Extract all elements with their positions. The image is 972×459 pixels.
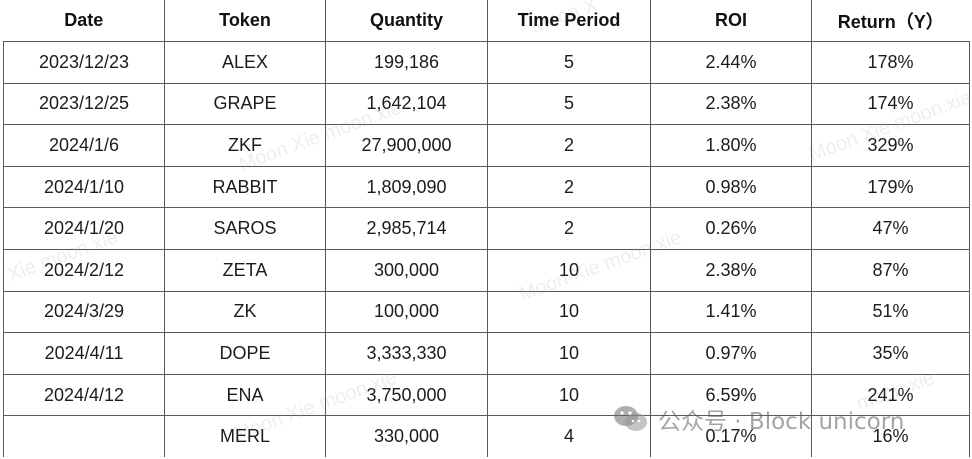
cell-token: RABBIT xyxy=(164,165,326,209)
cell-token: ZKF xyxy=(164,124,326,167)
table-row: MERL 330,000 4 0.17% 16% xyxy=(3,415,970,457)
table-body: 2023/12/23 ALEX 199,186 5 2.44% 178% 202… xyxy=(3,41,970,457)
cell-quantity: 2,985,714 xyxy=(325,207,488,250)
cell-token: ZK xyxy=(164,290,326,334)
table-row: 2024/1/6 ZKF 27,900,000 2 1.80% 329% xyxy=(3,124,970,167)
cell-date: 2024/1/6 xyxy=(3,124,165,167)
table-row: 2024/1/20 SAROS 2,985,714 2 0.26% 47% xyxy=(3,207,970,250)
cell-time-period: 5 xyxy=(487,41,651,84)
cell-time-period: 10 xyxy=(487,248,651,292)
cell-return: 241% xyxy=(811,373,970,417)
header-time-period: Time Period xyxy=(487,0,651,42)
cell-date: 2023/12/25 xyxy=(3,82,165,126)
cell-quantity: 100,000 xyxy=(325,290,488,334)
cell-date xyxy=(3,415,165,457)
cell-return: 178% xyxy=(811,41,970,84)
cell-time-period: 4 xyxy=(487,415,651,457)
cell-roi: 1.80% xyxy=(650,124,812,167)
cell-return: 329% xyxy=(811,124,970,167)
cell-roi: 0.17% xyxy=(650,415,812,457)
cell-time-period: 2 xyxy=(487,124,651,167)
cell-time-period: 2 xyxy=(487,165,651,209)
cell-token: ENA xyxy=(164,373,326,417)
header-date: Date xyxy=(3,0,165,42)
cell-roi: 6.59% xyxy=(650,373,812,417)
cell-time-period: 5 xyxy=(487,82,651,126)
header-token: Token xyxy=(164,0,326,42)
cell-return: 47% xyxy=(811,207,970,250)
cell-quantity: 1,809,090 xyxy=(325,165,488,209)
cell-roi: 0.26% xyxy=(650,207,812,250)
cell-date: 2024/2/12 xyxy=(3,248,165,292)
cell-time-period: 10 xyxy=(487,290,651,334)
cell-token: SAROS xyxy=(164,207,326,250)
cell-return: 87% xyxy=(811,248,970,292)
cell-return: 174% xyxy=(811,82,970,126)
table-row: 2023/12/25 GRAPE 1,642,104 5 2.38% 174% xyxy=(3,82,970,126)
table-row: 2024/4/12 ENA 3,750,000 10 6.59% 241% xyxy=(3,373,970,417)
cell-roi: 2.44% xyxy=(650,41,812,84)
cell-time-period: 10 xyxy=(487,332,651,375)
table-header: Date Token Quantity Time Period ROI Retu… xyxy=(3,0,970,42)
cell-quantity: 1,642,104 xyxy=(325,82,488,126)
cell-token: DOPE xyxy=(164,332,326,375)
cell-quantity: 27,900,000 xyxy=(325,124,488,167)
cell-time-period: 2 xyxy=(487,207,651,250)
cell-date: 2024/4/11 xyxy=(3,332,165,375)
cell-roi: 0.97% xyxy=(650,332,812,375)
cell-time-period: 10 xyxy=(487,373,651,417)
table-row: 2024/3/29 ZK 100,000 10 1.41% 51% xyxy=(3,290,970,334)
cell-token: ALEX xyxy=(164,41,326,84)
cell-quantity: 3,333,330 xyxy=(325,332,488,375)
header-quantity: Quantity xyxy=(325,0,488,42)
cell-roi: 0.98% xyxy=(650,165,812,209)
table-row: 2024/1/10 RABBIT 1,809,090 2 0.98% 179% xyxy=(3,165,970,209)
cell-return: 16% xyxy=(811,415,970,457)
table-row: 2024/2/12 ZETA 300,000 10 2.38% 87% xyxy=(3,248,970,292)
cell-token: ZETA xyxy=(164,248,326,292)
cell-token: MERL xyxy=(164,415,326,457)
cell-date: 2024/1/20 xyxy=(3,207,165,250)
cell-date: 2024/3/29 xyxy=(3,290,165,334)
cell-quantity: 300,000 xyxy=(325,248,488,292)
cell-roi: 2.38% xyxy=(650,248,812,292)
table-row: 2023/12/23 ALEX 199,186 5 2.44% 178% xyxy=(3,41,970,84)
token-table: Date Token Quantity Time Period ROI Retu… xyxy=(3,0,970,457)
cell-quantity: 199,186 xyxy=(325,41,488,84)
cell-return: 179% xyxy=(811,165,970,209)
cell-date: 2023/12/23 xyxy=(3,41,165,84)
cell-roi: 1.41% xyxy=(650,290,812,334)
data-table-container: Date Token Quantity Time Period ROI Retu… xyxy=(3,0,970,459)
cell-token: GRAPE xyxy=(164,82,326,126)
cell-return: 51% xyxy=(811,290,970,334)
cell-date: 2024/4/12 xyxy=(3,373,165,417)
table-row: 2024/4/11 DOPE 3,333,330 10 0.97% 35% xyxy=(3,332,970,375)
header-roi: ROI xyxy=(650,0,812,42)
header-row: Date Token Quantity Time Period ROI Retu… xyxy=(3,0,970,42)
cell-quantity: 330,000 xyxy=(325,415,488,457)
cell-date: 2024/1/10 xyxy=(3,165,165,209)
cell-return: 35% xyxy=(811,332,970,375)
cell-quantity: 3,750,000 xyxy=(325,373,488,417)
header-return: Return（Y） xyxy=(811,0,970,42)
cell-roi: 2.38% xyxy=(650,82,812,126)
